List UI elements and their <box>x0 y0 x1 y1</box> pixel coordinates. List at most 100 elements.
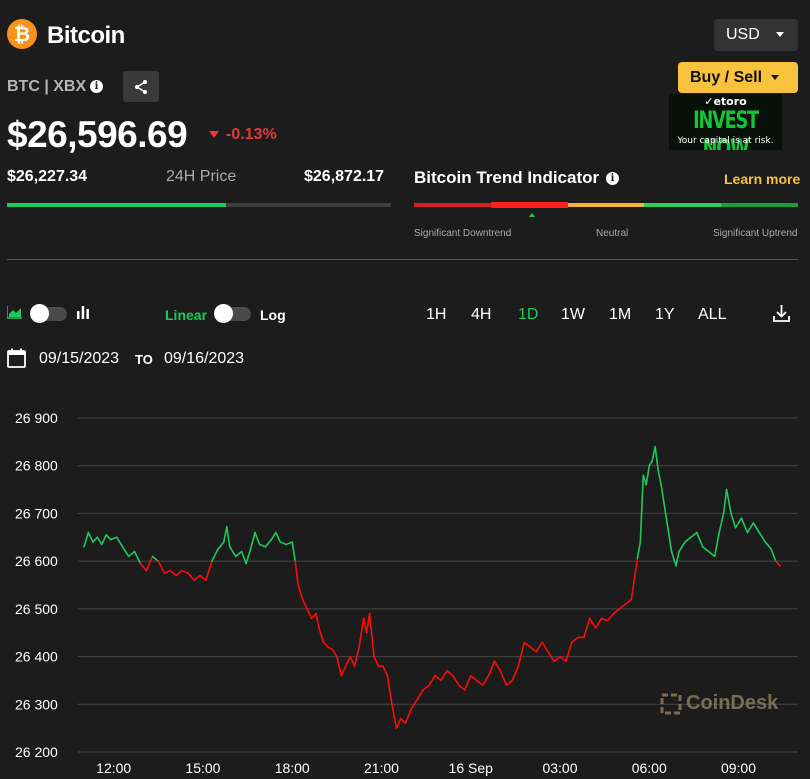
price-segment <box>349 655 356 667</box>
x-tick-label: 18:00 <box>275 760 310 776</box>
price-chart[interactable]: 26 200 26 300 26 400 26 500 26 600 26 700 26 8… <box>0 395 810 779</box>
price-segment <box>205 560 213 582</box>
scale-linear-label[interactable]: Linear <box>165 307 208 323</box>
info-icon[interactable]: i <box>606 172 619 185</box>
price-segment <box>663 503 668 524</box>
price-segment <box>115 536 124 548</box>
learn-more-link[interactable]: Learn more <box>724 171 801 187</box>
price-segment <box>310 612 317 620</box>
trend-segment <box>490 202 568 208</box>
price-segment <box>734 517 743 529</box>
price-segment <box>306 608 313 620</box>
price-segment <box>181 569 189 574</box>
price-segment <box>446 670 454 677</box>
price-segment <box>565 641 573 663</box>
currency-select[interactable]: USD <box>714 19 798 51</box>
timeframe-1d[interactable]: 1D <box>518 306 539 323</box>
price-segment <box>713 531 720 558</box>
price-segment <box>718 512 725 534</box>
price-segment <box>105 534 112 541</box>
price-segment <box>410 698 418 710</box>
x-tick-label: 09:00 <box>721 760 756 776</box>
price-segment <box>318 627 325 644</box>
price-change: -0.13% <box>226 126 277 143</box>
price-line <box>83 445 781 729</box>
bitcoin-icon: ₿ <box>7 19 37 49</box>
price-segment <box>358 617 365 648</box>
price-segment <box>612 608 621 615</box>
calendar-icon[interactable] <box>7 348 26 368</box>
chart-type-toggle[interactable] <box>30 304 67 323</box>
date-from[interactable]: 09/15/2023 <box>39 350 120 367</box>
price-segment <box>133 550 142 565</box>
y-tick-label: 26 500 <box>15 601 58 617</box>
price-segment <box>291 541 296 562</box>
price-segment <box>701 546 710 553</box>
etoro-ad[interactable]: ✓etoro INVEST NOW Your capital is at ris… <box>669 94 782 150</box>
price-segment <box>606 612 615 622</box>
scale-toggle[interactable] <box>214 304 251 323</box>
scale-log-label[interactable]: Log <box>260 307 286 323</box>
price-segment <box>368 612 375 658</box>
price-segment <box>770 548 777 562</box>
price-segment <box>675 550 680 567</box>
share-button[interactable] <box>123 71 159 102</box>
coindesk-logo-icon <box>660 693 682 714</box>
down-arrow-icon <box>209 131 219 138</box>
price-segment <box>730 512 737 529</box>
price-segment <box>264 538 273 548</box>
price-segment <box>559 655 567 663</box>
x-tick-label: 12:00 <box>96 760 131 776</box>
trend-label-downtrend: Significant Downtrend <box>414 228 512 239</box>
price-segment <box>535 641 543 653</box>
timeframe-1w[interactable]: 1W <box>561 306 585 323</box>
y-tick-label: 26 200 <box>15 744 58 760</box>
price-segment <box>193 574 201 582</box>
price-segment <box>199 574 207 582</box>
trend-title: Bitcoin Trend Indicator <box>414 168 600 187</box>
price-segment <box>382 665 389 677</box>
trend-marker <box>529 213 535 217</box>
ad-disclaimer: Your capital is at risk. <box>677 136 774 146</box>
price-segment <box>428 674 436 687</box>
price-segment <box>404 708 413 725</box>
trend-segment <box>644 203 722 207</box>
chart-grid <box>78 417 798 753</box>
price-segment <box>315 612 320 629</box>
price-segment <box>774 560 781 567</box>
area-chart-icon[interactable] <box>7 305 23 319</box>
price-segment <box>670 550 677 567</box>
price-segment <box>234 550 243 558</box>
y-tick-label: 26 800 <box>15 458 58 474</box>
date-to[interactable]: 09/16/2023 <box>164 350 245 367</box>
buy-sell-label: Buy / Sell <box>690 68 763 86</box>
price-segment <box>499 670 508 687</box>
bar-chart-icon[interactable] <box>76 305 90 319</box>
timeframe-1h[interactable]: 1H <box>426 306 447 323</box>
price-segment <box>362 617 368 634</box>
info-icon[interactable]: i <box>90 80 103 93</box>
price-segment <box>660 484 665 505</box>
share-icon <box>135 79 147 94</box>
price-segment <box>654 445 659 472</box>
timeframe-4h[interactable]: 4H <box>471 306 492 323</box>
timeframe-1y[interactable]: 1Y <box>655 306 675 323</box>
price-segment <box>740 517 749 534</box>
download-icon[interactable] <box>772 304 791 323</box>
price-segment <box>340 665 347 677</box>
y-tick-label: 26 700 <box>15 505 58 521</box>
price-segment <box>594 617 603 629</box>
price-segment <box>571 636 579 644</box>
price-segment <box>475 679 484 687</box>
price-segment <box>169 569 177 577</box>
x-tick-label: 15:00 <box>185 760 220 776</box>
price-segment <box>225 525 231 548</box>
price-segment <box>344 655 352 667</box>
price-segment <box>258 543 267 548</box>
price-segment <box>228 546 237 558</box>
price-segment <box>487 660 496 677</box>
timeframe-all[interactable]: ALL <box>698 306 727 323</box>
timeframe-1m[interactable]: 1M <box>609 306 632 323</box>
price-segment <box>240 550 247 565</box>
buy-sell-button[interactable]: Buy / Sell <box>678 62 798 93</box>
